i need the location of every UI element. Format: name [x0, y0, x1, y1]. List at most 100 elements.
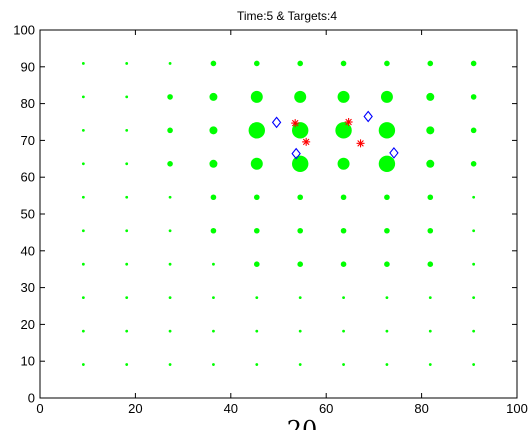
y-tick-label: 50 — [21, 207, 35, 222]
grid-node-point — [82, 296, 85, 299]
grid-node-point — [472, 363, 475, 366]
grid-node-point — [429, 330, 432, 333]
x-axis: 0 20 40 60 80 100 — [36, 30, 527, 416]
grid-node-point — [212, 263, 215, 266]
x-tick-label: 60 — [319, 401, 333, 416]
grid-node-point — [167, 128, 173, 134]
grid-node-point — [82, 263, 85, 266]
grid-node-point — [427, 228, 433, 234]
grid-node-point — [429, 296, 432, 299]
grid-node-point — [335, 122, 351, 138]
y-tick-label: 100 — [13, 23, 35, 38]
grid-node-point — [167, 94, 173, 100]
grid-node-point — [472, 263, 475, 266]
y-tick-label: 80 — [21, 96, 35, 111]
grid-node-point — [471, 161, 477, 167]
y-tick-label: 70 — [21, 133, 35, 148]
grid-node-point — [297, 261, 303, 267]
page-mark: 20 — [287, 416, 318, 430]
grid-node-point — [471, 94, 477, 100]
y-tick-label: 20 — [21, 317, 35, 332]
grid-node-point — [169, 263, 172, 266]
x-tick-label: 100 — [506, 401, 528, 416]
grid-node-point — [211, 61, 217, 67]
grid-node-point — [472, 229, 475, 232]
grid-node-point — [386, 330, 389, 333]
grid-node-point — [169, 229, 172, 232]
y-tick-label: 60 — [21, 170, 35, 185]
grid-node-point — [167, 161, 173, 167]
grid-node-point — [82, 129, 85, 132]
grid-node-point — [211, 194, 217, 200]
grid-node-point — [82, 162, 85, 165]
blue-estimate-point — [273, 117, 281, 127]
grid-node-point — [299, 330, 302, 333]
grid-node-point — [426, 126, 434, 134]
red-target-point — [302, 138, 310, 146]
grid-node-point — [386, 296, 389, 299]
grid-node-point — [255, 363, 258, 366]
grid-node-point — [169, 296, 172, 299]
axes-box — [40, 30, 517, 398]
grid-node-point — [342, 296, 345, 299]
grid-node-point — [297, 194, 303, 200]
grid-node-point — [169, 363, 172, 366]
grid-node-point — [427, 61, 433, 67]
grid-node-point — [338, 91, 350, 103]
grid-node-point — [255, 296, 258, 299]
grid-node-point — [255, 330, 258, 333]
grid-node-point — [82, 96, 85, 99]
grid-node-point — [292, 122, 308, 138]
grid-node-point — [82, 363, 85, 366]
red-target-point — [357, 139, 365, 147]
grid-node-point — [341, 194, 347, 200]
grid-node-point — [379, 122, 395, 138]
grid-node-point — [169, 62, 172, 65]
grid-node-point — [254, 61, 260, 67]
grid-node-point — [212, 363, 215, 366]
grid-node-point — [125, 196, 128, 199]
grid-node-point — [169, 330, 172, 333]
blue-estimate-point — [390, 148, 398, 158]
grid-node-point — [211, 228, 217, 234]
grid-node-point — [426, 160, 434, 168]
grid-node-point — [341, 228, 347, 234]
y-axis: 0 10 20 30 40 50 60 70 80 90 100 — [13, 23, 517, 406]
grid-node-point — [342, 330, 345, 333]
grid-node-point — [384, 194, 390, 200]
grid-node-point — [125, 330, 128, 333]
grid-node-point — [292, 156, 308, 172]
y-tick-label: 30 — [21, 280, 35, 295]
grid-node-point — [212, 296, 215, 299]
grid-node-point — [82, 330, 85, 333]
blue-estimate-point — [364, 111, 372, 121]
grid-node-point — [379, 156, 395, 172]
grid-node-point — [125, 96, 128, 99]
grid-node-point — [426, 93, 434, 101]
grid-node-point — [472, 330, 475, 333]
grid-node-point — [125, 129, 128, 132]
grid-node-point — [82, 196, 85, 199]
grid-node-point — [249, 122, 265, 138]
x-tick-label: 80 — [414, 401, 428, 416]
grid-node-point — [297, 228, 303, 234]
grid-node-point — [427, 261, 433, 267]
grid-node-point — [254, 194, 260, 200]
grid-node-point — [254, 261, 260, 267]
blue-estimate-series — [273, 111, 398, 158]
red-target-point — [291, 119, 299, 127]
grid-node-point — [471, 128, 477, 134]
grid-node-point — [381, 91, 393, 103]
y-tick-label: 10 — [21, 354, 35, 369]
grid-node-point — [125, 229, 128, 232]
grid-node-point — [341, 261, 347, 267]
grid-node-point — [299, 363, 302, 366]
grid-node-point — [125, 62, 128, 65]
grid-node-point — [338, 158, 350, 170]
grid-node-point — [471, 61, 477, 67]
grid-node-point — [82, 229, 85, 232]
grid-node-point — [294, 91, 306, 103]
grid-node-point — [297, 61, 303, 67]
red-target-point — [345, 118, 353, 126]
grid-node-point — [209, 126, 217, 134]
